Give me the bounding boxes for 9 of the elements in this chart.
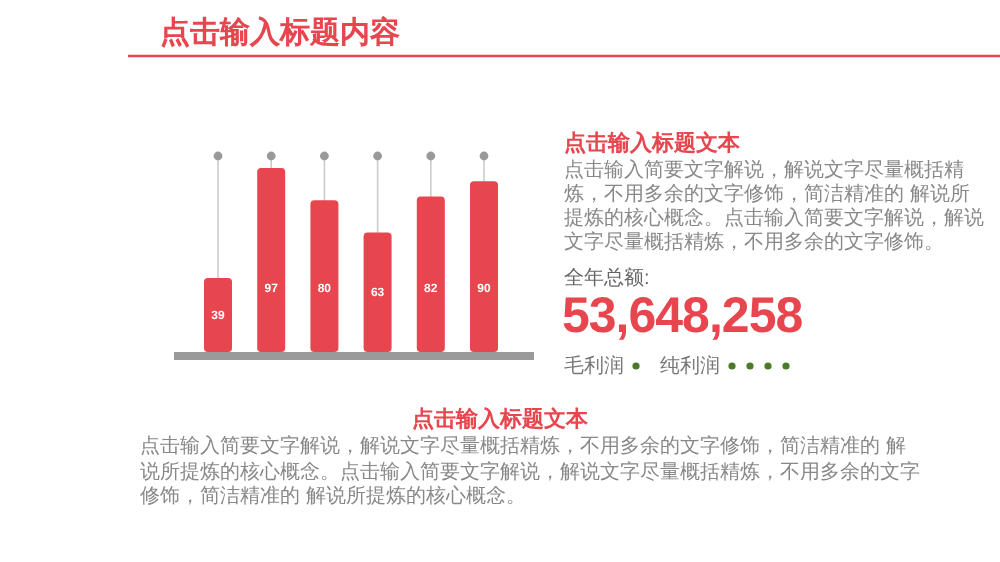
- annotation: 点击输入简要文字解说，解说文字尽量概括精炼，不用多余的文字修饰，简洁精准的 解说所提炼的核心概念。点击输入简要文字解说，解说文字尽量概括精炼，不用多余的文字修饰。: [564, 160, 984, 256]
- annotation: 点击输入标题文本: [564, 129, 740, 158]
- annotation: 纯利润: [660, 353, 720, 380]
- annotation: 全年总额:: [564, 265, 650, 292]
- annotation: 点击输入标题文本: [410, 405, 590, 434]
- title: 点击输入标题内容: [160, 14, 400, 52]
- annotation: 毛利润: [564, 353, 624, 380]
- annotation: 点击输入简要文字解说，解说文字尽量概括精炼，不用多余的文字修饰，简洁精准的 解说所提炼的核心概念。点击输入简要文字解说，解说文字尽量概括精炼，不用多余的文字修饰，简洁精准的 解说所提炼的核心概念。: [140, 436, 920, 511]
- annotation: 53,648,258: [562, 288, 803, 346]
